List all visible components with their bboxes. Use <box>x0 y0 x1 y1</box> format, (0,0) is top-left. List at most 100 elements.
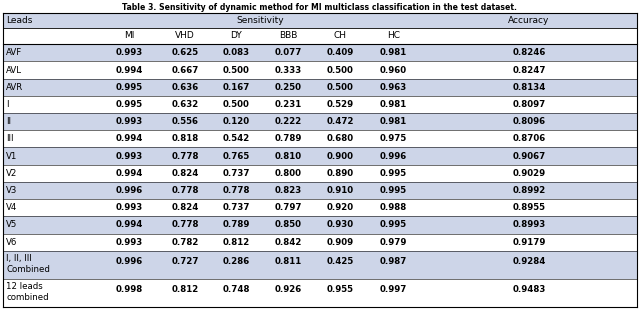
Text: 0.993: 0.993 <box>115 117 143 126</box>
Text: 0.996: 0.996 <box>115 186 143 195</box>
Text: 0.810: 0.810 <box>275 152 301 161</box>
Text: 0.979: 0.979 <box>380 238 407 247</box>
Bar <box>3 13 637 28</box>
Text: 0.995: 0.995 <box>115 100 143 109</box>
Text: 0.737: 0.737 <box>223 203 250 212</box>
Bar <box>3 79 637 96</box>
Text: 0.778: 0.778 <box>172 220 198 229</box>
Text: V5: V5 <box>6 220 17 229</box>
Text: 0.625: 0.625 <box>172 49 198 57</box>
Text: 0.824: 0.824 <box>172 203 198 212</box>
Text: 0.960: 0.960 <box>380 66 407 74</box>
Text: 0.409: 0.409 <box>327 49 354 57</box>
Text: 0.425: 0.425 <box>327 257 354 266</box>
Text: 0.981: 0.981 <box>380 100 407 109</box>
Text: Sensitivity: Sensitivity <box>236 16 284 25</box>
Text: 0.995: 0.995 <box>380 169 407 178</box>
Text: 0.500: 0.500 <box>223 100 250 109</box>
Text: 0.765: 0.765 <box>223 152 250 161</box>
Text: 0.748: 0.748 <box>223 285 250 294</box>
Text: 0.680: 0.680 <box>327 134 354 143</box>
Text: 0.9067: 0.9067 <box>513 152 545 161</box>
Text: 0.818: 0.818 <box>172 134 198 143</box>
Text: 0.529: 0.529 <box>327 100 354 109</box>
Text: 0.667: 0.667 <box>172 66 198 74</box>
Text: 0.542: 0.542 <box>223 134 250 143</box>
Text: 0.8134: 0.8134 <box>512 83 546 92</box>
Text: 0.077: 0.077 <box>275 49 301 57</box>
Text: DY: DY <box>230 32 242 40</box>
Text: 0.926: 0.926 <box>275 285 301 294</box>
Text: 0.797: 0.797 <box>275 203 301 212</box>
Text: 0.636: 0.636 <box>172 83 198 92</box>
Text: 0.500: 0.500 <box>223 66 250 74</box>
Text: 0.727: 0.727 <box>172 257 198 266</box>
Text: 0.995: 0.995 <box>380 220 407 229</box>
Text: V3: V3 <box>6 186 17 195</box>
Text: V2: V2 <box>6 169 17 178</box>
Text: 0.333: 0.333 <box>275 66 301 74</box>
Text: 0.500: 0.500 <box>327 83 354 92</box>
Text: 0.812: 0.812 <box>172 285 198 294</box>
Text: 0.998: 0.998 <box>115 285 143 294</box>
Text: 0.472: 0.472 <box>327 117 354 126</box>
Text: 0.782: 0.782 <box>172 238 198 247</box>
Text: 0.8247: 0.8247 <box>512 66 546 74</box>
Text: 0.811: 0.811 <box>275 257 301 266</box>
Text: 0.981: 0.981 <box>380 117 407 126</box>
Text: 0.8706: 0.8706 <box>513 134 545 143</box>
Text: CH: CH <box>334 32 347 40</box>
Text: 0.987: 0.987 <box>380 257 407 266</box>
Text: AVF: AVF <box>6 49 22 57</box>
Text: 0.993: 0.993 <box>115 203 143 212</box>
Text: 0.975: 0.975 <box>380 134 407 143</box>
Bar <box>3 113 637 130</box>
Text: II: II <box>6 117 11 126</box>
Text: 0.812: 0.812 <box>223 238 250 247</box>
Text: 0.910: 0.910 <box>327 186 354 195</box>
Text: 0.995: 0.995 <box>380 186 407 195</box>
Text: V6: V6 <box>6 238 17 247</box>
Text: 0.9284: 0.9284 <box>512 257 546 266</box>
Text: 0.286: 0.286 <box>223 257 250 266</box>
Text: 0.167: 0.167 <box>223 83 250 92</box>
Bar <box>3 130 637 147</box>
Bar <box>3 165 637 182</box>
Text: 0.955: 0.955 <box>327 285 354 294</box>
Text: 0.737: 0.737 <box>223 169 250 178</box>
Text: 0.995: 0.995 <box>115 83 143 92</box>
Text: 0.632: 0.632 <box>172 100 198 109</box>
Text: 0.994: 0.994 <box>115 220 143 229</box>
Text: 0.789: 0.789 <box>223 220 250 229</box>
Text: 0.909: 0.909 <box>327 238 354 247</box>
Text: 0.9483: 0.9483 <box>512 285 546 294</box>
Text: 0.556: 0.556 <box>172 117 198 126</box>
Bar <box>3 251 637 279</box>
Bar <box>3 61 637 79</box>
Text: 0.850: 0.850 <box>275 220 301 229</box>
Bar <box>3 147 637 165</box>
Text: AVR: AVR <box>6 83 24 92</box>
Bar <box>3 96 637 113</box>
Text: 0.8097: 0.8097 <box>513 100 545 109</box>
Bar <box>3 279 637 307</box>
Text: 0.500: 0.500 <box>327 66 354 74</box>
Text: 0.994: 0.994 <box>115 134 143 143</box>
Text: 0.994: 0.994 <box>115 169 143 178</box>
Text: 0.988: 0.988 <box>380 203 407 212</box>
Text: 0.8096: 0.8096 <box>513 117 545 126</box>
Text: AVL: AVL <box>6 66 22 74</box>
Text: 0.920: 0.920 <box>327 203 354 212</box>
Text: 0.993: 0.993 <box>115 152 143 161</box>
Text: V1: V1 <box>6 152 17 161</box>
Text: 0.996: 0.996 <box>115 257 143 266</box>
Text: 0.083: 0.083 <box>223 49 250 57</box>
Text: 0.8246: 0.8246 <box>512 49 546 57</box>
Text: 0.9179: 0.9179 <box>512 238 546 247</box>
Text: V4: V4 <box>6 203 17 212</box>
Text: 0.8993: 0.8993 <box>513 220 545 229</box>
Text: 0.8955: 0.8955 <box>513 203 545 212</box>
Text: 0.824: 0.824 <box>172 169 198 178</box>
Text: 0.996: 0.996 <box>380 152 407 161</box>
Bar <box>3 199 637 216</box>
